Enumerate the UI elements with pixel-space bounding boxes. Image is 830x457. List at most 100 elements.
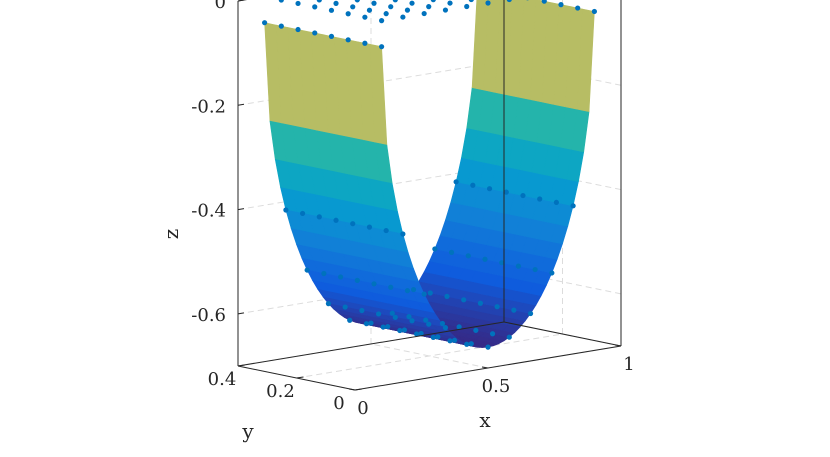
x-tick-label: 1 (623, 354, 634, 375)
y-tick-label: 0.4 (208, 369, 237, 390)
z-tick-label: 0 (215, 0, 226, 13)
scatter-point (333, 0, 339, 6)
scatter-point (549, 270, 555, 276)
scatter-point (464, 341, 470, 347)
y-tick-label: 0.2 (266, 381, 295, 402)
z-tick (237, 103, 245, 106)
scatter-point (553, 199, 560, 206)
scatter-point (328, 33, 335, 39)
scatter-point (397, 327, 403, 334)
scatter-point (347, 317, 353, 323)
scatter-point (383, 227, 389, 234)
z-tick-label: -0.2 (191, 96, 226, 117)
scatter-point (362, 40, 368, 46)
scatter-point (404, 7, 411, 13)
y-tick (237, 364, 246, 367)
scatter-point (558, 2, 564, 8)
z-axis-label: z (159, 229, 183, 240)
scatter-point (470, 182, 476, 188)
scatter-point (506, 0, 512, 3)
x-tick (348, 388, 356, 391)
scatter-point (485, 344, 491, 350)
scatter-point (447, 0, 453, 6)
scatter-point (451, 337, 458, 343)
scatter-point (430, 0, 436, 3)
scatter-point (427, 290, 433, 296)
scatter-point (515, 263, 522, 269)
scatter-point (278, 0, 284, 3)
z-tick-label: -0.4 (191, 201, 226, 222)
scatter-point (316, 0, 322, 3)
scatter-point (409, 318, 415, 324)
scatter-point (312, 30, 318, 36)
scatter-point (447, 338, 453, 344)
scatter-point (385, 323, 391, 330)
y-axis-label: y (241, 419, 254, 443)
scatter-point (321, 270, 327, 277)
scatter-point (465, 253, 471, 259)
scatter-point (383, 11, 389, 17)
z-tick (237, 312, 245, 315)
scatter-point (342, 304, 348, 310)
scatter-point (448, 249, 455, 255)
box-edge (503, 321, 622, 347)
scatter-point (406, 314, 412, 320)
x-tick (614, 344, 622, 347)
scatter-point (439, 320, 446, 327)
scatter-point (312, 4, 318, 10)
z-tick (237, 208, 245, 211)
box-edge (237, 321, 505, 367)
scatter-point (413, 331, 420, 337)
scatter-point (426, 321, 432, 327)
scatter-point (468, 0, 474, 3)
scatter-point (366, 7, 373, 13)
points-layer (262, 0, 598, 350)
scatter-point (299, 210, 306, 217)
scatter-point (362, 14, 368, 20)
scatter-point (295, 26, 301, 33)
grid-line (296, 333, 563, 379)
scatter-point (482, 256, 488, 262)
scatter-point (506, 334, 512, 340)
scatter-point (337, 274, 344, 280)
scatter-point (295, 0, 301, 7)
z-tick (237, 0, 245, 2)
scatter-point (354, 0, 360, 3)
scatter-point (328, 7, 335, 13)
scatter-point (468, 341, 474, 347)
scatter-point (409, 0, 415, 6)
scatter-point (430, 334, 436, 340)
scatter-point (435, 334, 441, 340)
x-tick-label: 0.5 (482, 376, 511, 397)
x-axis-label: x (479, 408, 491, 432)
scatter-point (432, 246, 438, 252)
scatter-point (400, 231, 406, 237)
scatter-point (444, 293, 450, 300)
scatter-point (537, 196, 543, 202)
scatter-point (418, 330, 424, 337)
scatter-point (401, 327, 408, 333)
scatter-point (380, 324, 386, 330)
scatter-point (325, 301, 332, 307)
scatter-point (345, 11, 351, 17)
scatter-point (316, 214, 322, 220)
z-tick-label: -0.6 (191, 305, 226, 326)
scatter-point (527, 310, 534, 317)
scatter-point (489, 331, 496, 337)
y-tick (354, 388, 363, 391)
scatter-point (392, 314, 398, 320)
scatter-point (442, 7, 449, 13)
scatter-point (477, 300, 484, 306)
scatter-point (283, 207, 289, 213)
scatter-point (494, 304, 500, 310)
scatter-point (359, 307, 365, 314)
scatter-point (363, 321, 370, 327)
scatter-point (350, 221, 356, 227)
scatter-point (379, 18, 385, 24)
scatter-point (485, 0, 491, 6)
scatter-point (421, 291, 427, 297)
scatter-point (368, 320, 374, 326)
scatter-point (456, 324, 462, 330)
scatter-point (404, 288, 411, 294)
